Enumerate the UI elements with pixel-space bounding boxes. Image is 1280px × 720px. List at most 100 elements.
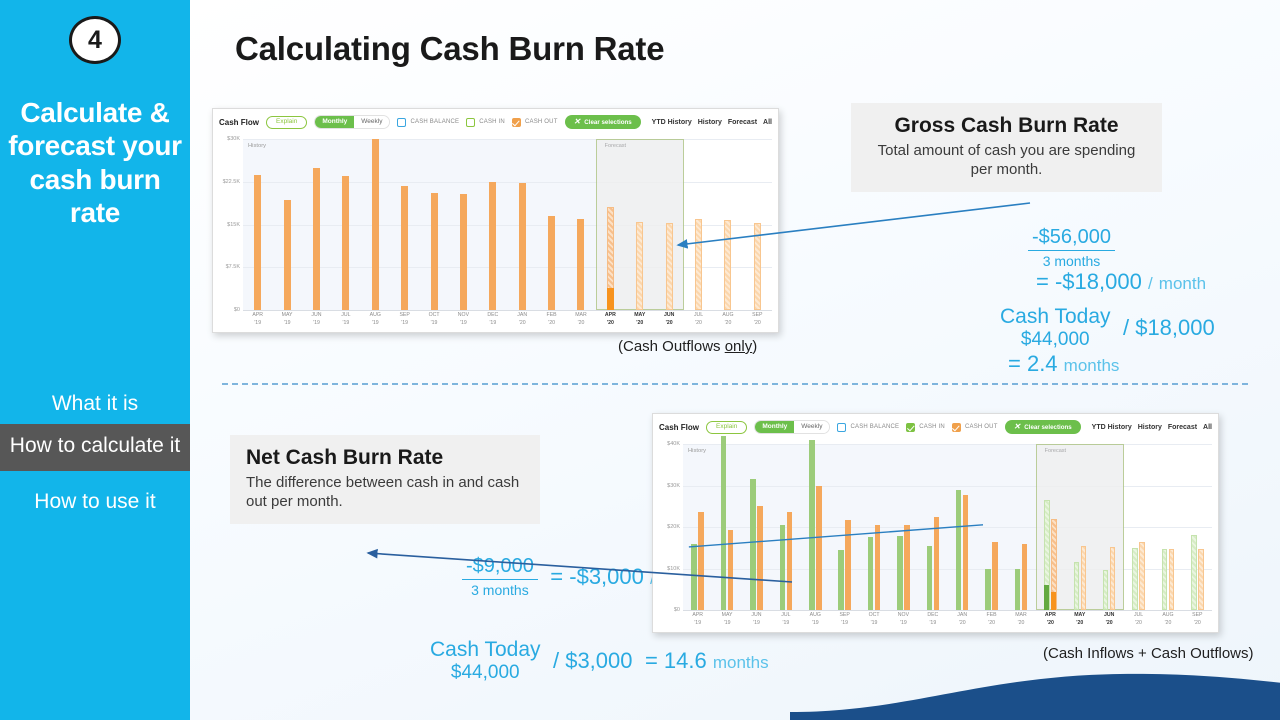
cash-balance-checkbox[interactable]: CASH BALANCE	[397, 117, 459, 127]
bar-slot[interactable]	[537, 139, 566, 310]
range-history[interactable]: History	[1137, 423, 1162, 431]
bar[interactable]	[753, 223, 761, 310]
bar-slot[interactable]	[743, 139, 772, 310]
bar-slot[interactable]	[1065, 444, 1094, 610]
bar[interactable]	[1198, 549, 1204, 610]
bar[interactable]	[750, 479, 756, 610]
range-forecast[interactable]: Forecast	[727, 118, 758, 126]
bar-slot[interactable]	[1006, 444, 1035, 610]
bar-slot[interactable]	[859, 444, 888, 610]
bar[interactable]	[283, 200, 291, 310]
bar[interactable]	[816, 485, 822, 610]
bar-slot[interactable]	[801, 439, 830, 610]
bar[interactable]	[430, 193, 438, 310]
bar[interactable]	[1109, 546, 1116, 610]
bar-slot[interactable]	[243, 139, 272, 310]
bar[interactable]	[1044, 500, 1050, 610]
bar[interactable]	[926, 545, 933, 610]
bar-slot[interactable]	[361, 139, 390, 310]
bar[interactable]	[809, 439, 815, 610]
range-history[interactable]: History	[697, 118, 722, 126]
bar[interactable]	[1073, 562, 1080, 610]
bar[interactable]	[342, 176, 350, 310]
bar[interactable]	[1191, 535, 1197, 610]
bar[interactable]	[1102, 569, 1109, 610]
range-all[interactable]: All	[763, 118, 772, 126]
cash-out-checkbox[interactable]: CASH OUT	[511, 117, 558, 127]
bar[interactable]	[992, 541, 998, 610]
bar[interactable]	[933, 516, 940, 610]
bar[interactable]	[838, 549, 844, 610]
bar[interactable]	[1080, 546, 1087, 610]
cash-balance-checkbox[interactable]: CASH BALANCE	[837, 422, 899, 432]
bar[interactable]	[845, 519, 851, 610]
range-ytd-history[interactable]: YTD History	[651, 118, 692, 126]
period-toggle[interactable]: Monthly Weekly	[314, 115, 391, 129]
bar[interactable]	[577, 219, 585, 310]
bar[interactable]	[1161, 549, 1168, 610]
bar-slot[interactable]	[713, 139, 742, 310]
sidebar-item-how-to-use-it[interactable]: How to use it	[34, 489, 156, 513]
sidebar-item-what-it-is[interactable]: What it is	[51, 392, 139, 415]
bar[interactable]	[254, 174, 262, 310]
bar[interactable]	[665, 222, 673, 310]
period-weekly-option[interactable]: Weekly	[354, 116, 390, 128]
bar[interactable]	[371, 139, 379, 310]
bar-slot[interactable]	[1183, 444, 1212, 610]
range-forecast[interactable]: Forecast	[1167, 423, 1198, 431]
period-monthly-option[interactable]: Monthly	[315, 116, 355, 128]
bar[interactable]	[606, 206, 614, 310]
bar-slot[interactable]	[478, 139, 507, 310]
bar[interactable]	[1168, 549, 1175, 610]
bar-slot[interactable]	[449, 139, 478, 310]
bar-slot[interactable]	[596, 139, 625, 310]
bar-slot[interactable]	[1094, 444, 1123, 610]
bar[interactable]	[897, 536, 903, 610]
bar-slot[interactable]	[566, 139, 595, 310]
bar[interactable]	[1021, 544, 1028, 610]
bar-slot[interactable]	[1124, 444, 1153, 610]
bar[interactable]	[1051, 518, 1057, 610]
bar-slot[interactable]	[1153, 444, 1182, 610]
bar[interactable]	[904, 525, 910, 610]
bar-slot[interactable]	[654, 139, 683, 310]
bar[interactable]	[636, 222, 644, 310]
cash-in-checkbox[interactable]: CASH IN	[906, 422, 945, 432]
clear-selections-button[interactable]: ✕ Clear selections	[564, 115, 641, 129]
bar[interactable]	[1132, 547, 1138, 610]
bar-slot[interactable]	[419, 139, 448, 310]
period-monthly-option[interactable]: Monthly	[755, 421, 795, 433]
period-weekly-option[interactable]: Weekly	[794, 421, 830, 433]
bar-slot[interactable]	[684, 139, 713, 310]
bar[interactable]	[312, 167, 320, 310]
bar[interactable]	[548, 215, 556, 310]
cash-out-checkbox[interactable]: CASH OUT	[951, 422, 998, 432]
bar[interactable]	[867, 536, 874, 610]
bar-slot[interactable]	[1036, 444, 1065, 610]
bar-slot[interactable]	[625, 139, 654, 310]
bar[interactable]	[962, 494, 969, 610]
range-ytd-history[interactable]: YTD History	[1091, 423, 1132, 431]
bar[interactable]	[724, 219, 732, 310]
bar[interactable]	[459, 193, 467, 310]
cash-flow-chart-net[interactable]: Cash Flow Explain Monthly Weekly CASH BA…	[652, 413, 1219, 633]
clear-selections-button[interactable]: ✕ Clear selections	[1004, 420, 1081, 434]
bar-slot[interactable]	[918, 444, 947, 610]
bar[interactable]	[955, 489, 962, 610]
bar[interactable]	[401, 185, 409, 310]
bar-slot[interactable]	[331, 139, 360, 310]
bar-slot[interactable]	[508, 139, 537, 310]
sidebar-item-how-to-calculate-it[interactable]: How to calculate it	[0, 423, 190, 471]
bar-slot[interactable]	[302, 139, 331, 310]
bar[interactable]	[720, 435, 727, 610]
bar-slot[interactable]	[977, 444, 1006, 610]
bar[interactable]	[1139, 541, 1145, 610]
cash-flow-chart-gross[interactable]: Cash Flow Explain Monthly Weekly CASH BA…	[212, 108, 779, 333]
bar[interactable]	[874, 524, 881, 610]
cash-in-checkbox[interactable]: CASH IN	[466, 117, 505, 127]
range-all[interactable]: All	[1203, 423, 1212, 431]
bar[interactable]	[489, 181, 497, 310]
bar-slot[interactable]	[889, 444, 918, 610]
explain-button[interactable]: Explain	[706, 420, 748, 434]
bar[interactable]	[1014, 569, 1021, 610]
